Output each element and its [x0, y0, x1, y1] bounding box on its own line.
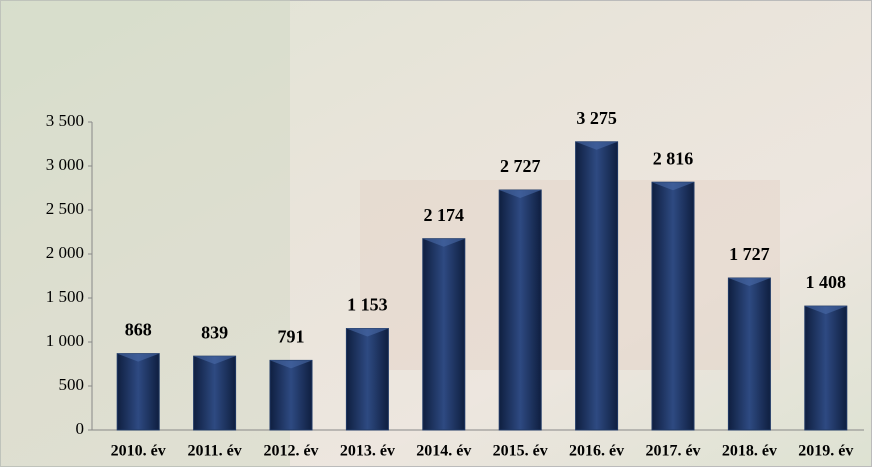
bar [652, 182, 694, 430]
y-tick-label: 3 500 [46, 111, 84, 130]
y-tick-label: 1 000 [46, 331, 84, 350]
y-tick-label: 2 000 [46, 243, 84, 262]
x-tick-label: 2016. év [569, 443, 624, 460]
value-label: 791 [278, 327, 305, 347]
bar [805, 306, 847, 430]
y-tick-label: 0 [76, 419, 85, 438]
x-tick-label: 2014. év [416, 443, 471, 460]
value-label: 1 153 [347, 295, 388, 315]
y-tick-label: 1 500 [46, 287, 84, 306]
x-tick-label: 2011. év [187, 443, 241, 460]
bar [117, 354, 159, 430]
x-tick-label: 2012. év [263, 443, 318, 460]
y-tick-label: 3 000 [46, 155, 84, 174]
x-tick-label: 2017. év [645, 443, 700, 460]
value-label: 839 [201, 322, 228, 342]
value-label: 1 408 [806, 272, 847, 292]
x-tick-label: 2010. év [111, 443, 166, 460]
bar [728, 278, 770, 430]
value-label: 3 275 [576, 108, 617, 128]
bar [499, 190, 541, 430]
value-label: 1 727 [729, 244, 770, 264]
bar [576, 142, 618, 430]
bar [346, 329, 388, 430]
x-tick-label: 2019. év [798, 443, 853, 460]
bar [270, 360, 312, 430]
value-label: 2 816 [653, 148, 694, 168]
y-tick-label: 2 500 [46, 199, 84, 218]
x-tick-label: 2015. év [493, 443, 548, 460]
bar [423, 239, 465, 430]
chart: 0 500 1 000 1 500 2 000 2 500 3 000 3 500 2010. … [0, 0, 872, 467]
value-label: 2 727 [500, 156, 541, 176]
x-tick-label: 2018. év [722, 443, 777, 460]
bar [194, 356, 236, 430]
y-tick-label: 500 [59, 375, 85, 394]
value-label: 868 [125, 320, 152, 340]
value-label: 2 174 [424, 205, 465, 225]
x-tick-label: 2013. év [340, 443, 395, 460]
